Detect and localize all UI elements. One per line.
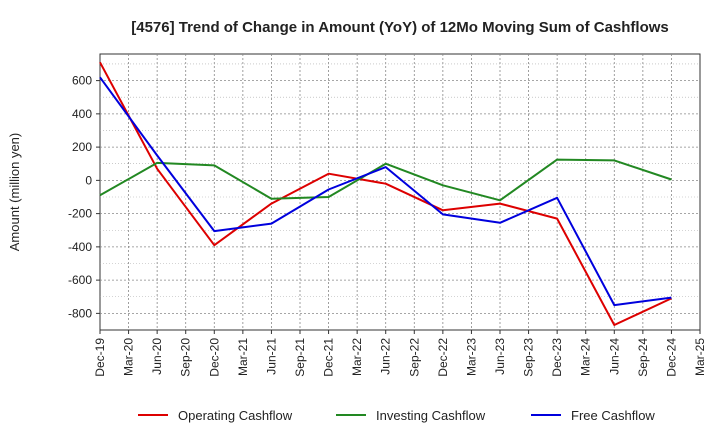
x-tick-label: Dec-22	[436, 338, 450, 377]
x-tick-label: Dec-20	[207, 338, 221, 377]
series-line-free-cashflow	[99, 76, 672, 307]
legend-label: Free Cashflow	[571, 408, 655, 423]
series-line-investing-cashflow	[99, 158, 672, 202]
x-tick-label: Sep-20	[179, 338, 193, 377]
y-tick-label: 0	[85, 173, 92, 187]
x-tick-label: Dec-19	[93, 338, 107, 377]
series-lines	[99, 61, 672, 326]
x-tick-label: Dec-21	[322, 338, 336, 377]
x-tick-label: Sep-23	[522, 338, 536, 377]
y-tick-label: 400	[72, 107, 92, 121]
x-tick-label: Sep-21	[293, 338, 307, 377]
y-tick-label: 200	[72, 140, 92, 154]
x-tick-label: Sep-22	[407, 338, 421, 377]
x-tick-label: Dec-23	[550, 338, 564, 377]
y-tick-label: -200	[68, 207, 92, 221]
y-axis-label: Amount (million yen)	[7, 133, 22, 252]
legend-item-free-cashflow: Free Cashflow	[531, 408, 655, 423]
y-tick-label: -800	[68, 306, 92, 320]
y-tick-label: -400	[68, 240, 92, 254]
x-tick-label: Jun-22	[379, 338, 393, 375]
x-tick-label: Mar-24	[579, 338, 593, 376]
plot-area	[99, 53, 701, 331]
x-tick-label: Mar-21	[236, 338, 250, 376]
legend-item-operating-cashflow: Operating Cashflow	[138, 408, 293, 423]
x-axis-ticks: Dec-19 Mar-20 Jun-20 Sep-20 Dec-20 Mar-21 Jun-…	[93, 330, 707, 377]
legend-item-investing-cashflow: Investing Cashflow	[336, 408, 486, 423]
x-tick-label: Jun-24	[607, 338, 621, 375]
x-tick-label: Jun-23	[493, 338, 507, 375]
x-tick-label: Mar-25	[693, 338, 707, 376]
x-tick-label: Mar-22	[350, 338, 364, 376]
y-tick-label: 600	[72, 74, 92, 88]
y-axis-ticks: 600 400 200 0 -200 -400 -600 -800	[68, 74, 100, 320]
legend-label: Operating Cashflow	[178, 408, 293, 423]
series-line-operating-cashflow	[99, 61, 672, 326]
x-tick-label: Dec-24	[664, 338, 678, 377]
y-tick-label: -600	[68, 273, 92, 287]
x-tick-label: Mar-20	[122, 338, 136, 376]
x-tick-label: Sep-24	[636, 338, 650, 377]
legend-label: Investing Cashflow	[376, 408, 486, 423]
chart-title: [4576] Trend of Change in Amount (YoY) o…	[131, 19, 669, 36]
legend: Operating Cashflow Investing Cashflow Free…	[138, 408, 655, 423]
x-tick-label: Mar-23	[464, 338, 478, 376]
x-tick-label: Jun-20	[150, 338, 164, 375]
x-tick-label: Jun-21	[264, 338, 278, 375]
